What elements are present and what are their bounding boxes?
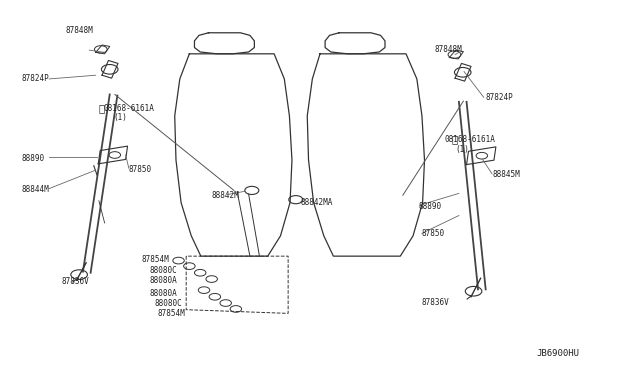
Text: 88844M: 88844M [22,185,49,194]
Text: 88080A: 88080A [149,289,177,298]
Text: 88842MA: 88842MA [301,198,333,207]
Text: 87848M: 87848M [65,26,93,35]
Text: (1): (1) [113,113,127,122]
Text: 88080C: 88080C [149,266,177,275]
Text: 88080A: 88080A [149,276,177,285]
Text: 87854M: 87854M [157,309,185,318]
Text: 88080C: 88080C [154,299,182,308]
Text: 88842M: 88842M [212,191,239,200]
Text: 87836V: 87836V [422,298,450,307]
Text: 87850: 87850 [129,165,152,174]
Text: 88890: 88890 [419,202,442,211]
Text: 08168-6161A: 08168-6161A [103,104,154,113]
Text: 88890: 88890 [22,154,45,163]
Text: Ⓑ: Ⓑ [452,134,458,144]
Text: 08168-6161A: 08168-6161A [444,135,495,144]
Text: 88845M: 88845M [492,170,520,179]
Text: JB6900HU: JB6900HU [537,350,580,359]
Text: 87854M: 87854M [141,255,170,264]
Text: 87824P: 87824P [22,74,49,83]
Text: Ⓑ: Ⓑ [99,103,104,113]
Text: 87824P: 87824P [486,93,513,102]
Text: 87836V: 87836V [62,278,90,286]
Text: 87848M: 87848M [435,45,463,54]
Text: (1): (1) [455,145,469,154]
Text: 87850: 87850 [422,230,445,238]
